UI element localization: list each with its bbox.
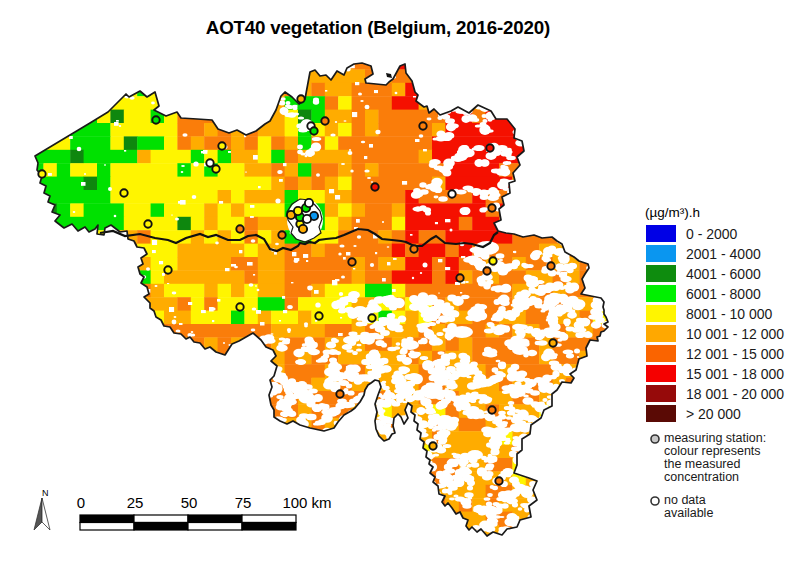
svg-text:50: 50 — [181, 494, 198, 511]
svg-text:75: 75 — [235, 494, 252, 511]
svg-text:N: N — [42, 488, 49, 498]
svg-text:100 km: 100 km — [282, 494, 331, 511]
svg-text:0: 0 — [77, 494, 85, 511]
svg-text:25: 25 — [127, 494, 144, 511]
